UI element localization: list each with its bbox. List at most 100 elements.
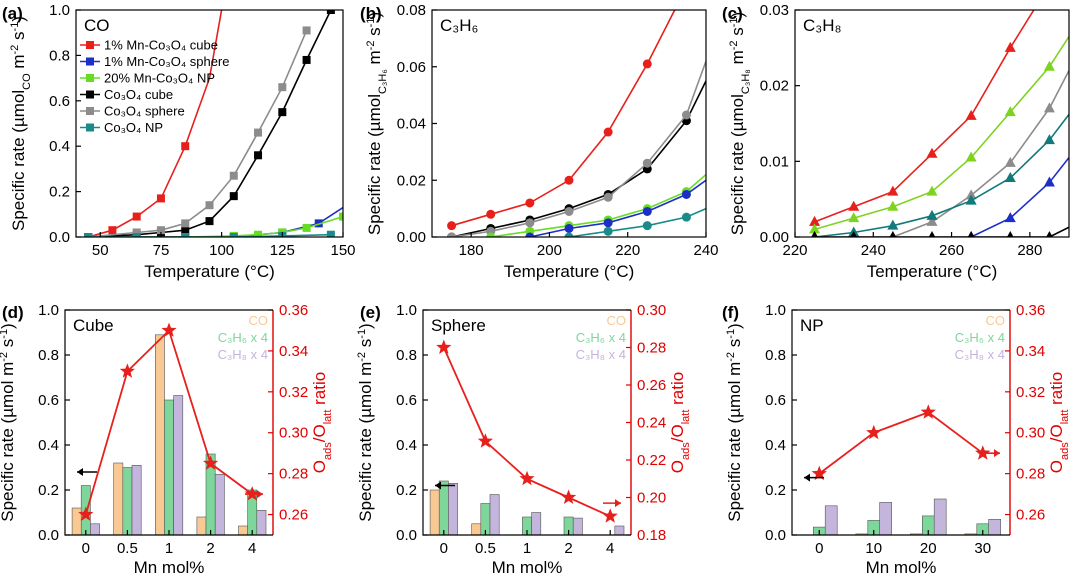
series-line	[814, 10, 1035, 223]
data-point	[1004, 171, 1016, 182]
x-tick-label: 4	[248, 540, 256, 557]
x-tick-label: 30	[974, 540, 991, 557]
x-tick-label: 0.5	[475, 540, 496, 557]
data-point	[278, 83, 287, 92]
y-tick-label: 0.0	[49, 229, 70, 246]
bar	[122, 467, 133, 536]
y2-tick-label: 0.32	[1016, 384, 1045, 401]
bar	[448, 482, 458, 536]
legend-marker	[86, 123, 94, 132]
data-point	[564, 232, 574, 237]
bar	[131, 464, 142, 536]
y2-tick-label: 0.36	[279, 302, 308, 319]
y-label-part: )	[0, 323, 17, 329]
x-tick-label: 4	[606, 540, 614, 557]
data-point	[1043, 102, 1055, 113]
right-axis-arrow-head	[257, 490, 263, 499]
data-point	[642, 221, 652, 231]
data-point	[926, 215, 938, 226]
legend-label: C₃H₆ x 4	[955, 330, 1005, 345]
y2-tick-label: 0.30	[279, 425, 308, 442]
y2-tick-label: 0.24	[637, 415, 666, 432]
x-tick-label: 2	[564, 540, 572, 557]
bar	[164, 399, 174, 536]
data-area	[809, 10, 1069, 237]
data-point	[205, 217, 214, 226]
data-point	[603, 192, 613, 202]
panel-label: (e)	[360, 303, 381, 322]
data-point	[603, 127, 613, 137]
y-label-sup: -1	[0, 329, 10, 339]
panel-label: (c)	[722, 4, 743, 23]
y-tick-label: 0.03	[760, 2, 789, 19]
y2-tick-label: 0.28	[637, 340, 666, 357]
y2-tick-label: 0.32	[279, 384, 308, 401]
y2-label-part: ratio	[310, 372, 329, 410]
data-point	[181, 142, 190, 151]
y2-tick-label: 0.20	[637, 490, 666, 507]
y-tick-label: 0.08	[397, 2, 426, 19]
y2-label-sub: ads	[680, 442, 692, 460]
data-point	[132, 212, 141, 221]
legend-label: C₃H₆ x 4	[576, 330, 626, 345]
data-point	[302, 223, 311, 232]
data-point	[848, 212, 860, 223]
series-line	[88, 10, 332, 237]
x-axis-label: Temperature (°C)	[144, 262, 275, 281]
data-point	[339, 212, 343, 221]
y-label-part: m	[9, 54, 28, 73]
data-point	[1004, 41, 1016, 52]
legend-label: Co₃O₄ sphere	[104, 104, 185, 119]
data-point	[525, 218, 535, 228]
y-label-sub: C₃H₈	[740, 69, 752, 94]
y-label-sup: -2	[725, 352, 737, 362]
data-point	[447, 221, 457, 231]
left-axis-arrow-head	[77, 468, 83, 476]
data-point	[278, 108, 287, 117]
legend-marker	[86, 107, 94, 115]
series-line	[88, 215, 343, 237]
y-tick-label: 0.02	[760, 78, 789, 95]
data-point	[84, 233, 93, 237]
data-point	[326, 230, 335, 237]
series-line	[490, 173, 706, 237]
x-tick-label: 150	[330, 242, 355, 259]
data-point	[132, 228, 141, 237]
data-point	[603, 218, 613, 228]
y-tick-label: 0.02	[397, 172, 426, 189]
y-label-sup: -2	[9, 45, 21, 55]
y-tick-label: 0.0	[765, 527, 786, 544]
data-point	[926, 147, 938, 158]
y2-tick-label: 0.34	[279, 343, 308, 360]
data-point	[564, 175, 574, 185]
bar	[214, 473, 225, 536]
data-point	[681, 189, 691, 199]
x-tick-label: 200	[537, 242, 562, 259]
y2-axis-label: Oads/Olatt ratio	[668, 372, 692, 473]
panel-label: (f)	[722, 303, 739, 322]
x-tick-label: 100	[209, 242, 234, 259]
data-point	[254, 230, 263, 237]
y-label-sup: -2	[0, 352, 10, 362]
data-point	[205, 201, 214, 210]
y-tick-label: 0.0	[396, 527, 417, 544]
x-tick-label: 1	[165, 540, 173, 557]
x-tick-label: 240	[861, 242, 886, 259]
panel-title: Sphere	[431, 316, 486, 335]
series-line	[451, 60, 706, 237]
bar	[155, 334, 165, 536]
y-label-sup: -2	[728, 40, 740, 50]
y-tick-label: 0.04	[397, 116, 426, 133]
data-point	[1004, 106, 1016, 117]
data-point	[156, 226, 165, 235]
x-axis-label: Temperature (°C)	[867, 262, 998, 281]
bar	[879, 502, 893, 536]
data-point	[1043, 134, 1055, 145]
y-label-part: )	[9, 16, 28, 22]
y2-tick-label: 0.34	[1016, 343, 1045, 360]
y-label-sup: -1	[728, 17, 740, 27]
y2-axis-label: Oads/Olatt ratio	[310, 372, 334, 473]
y-label-part: s	[9, 31, 28, 44]
bar	[988, 518, 1002, 536]
y-label-sub: CO	[21, 73, 33, 90]
